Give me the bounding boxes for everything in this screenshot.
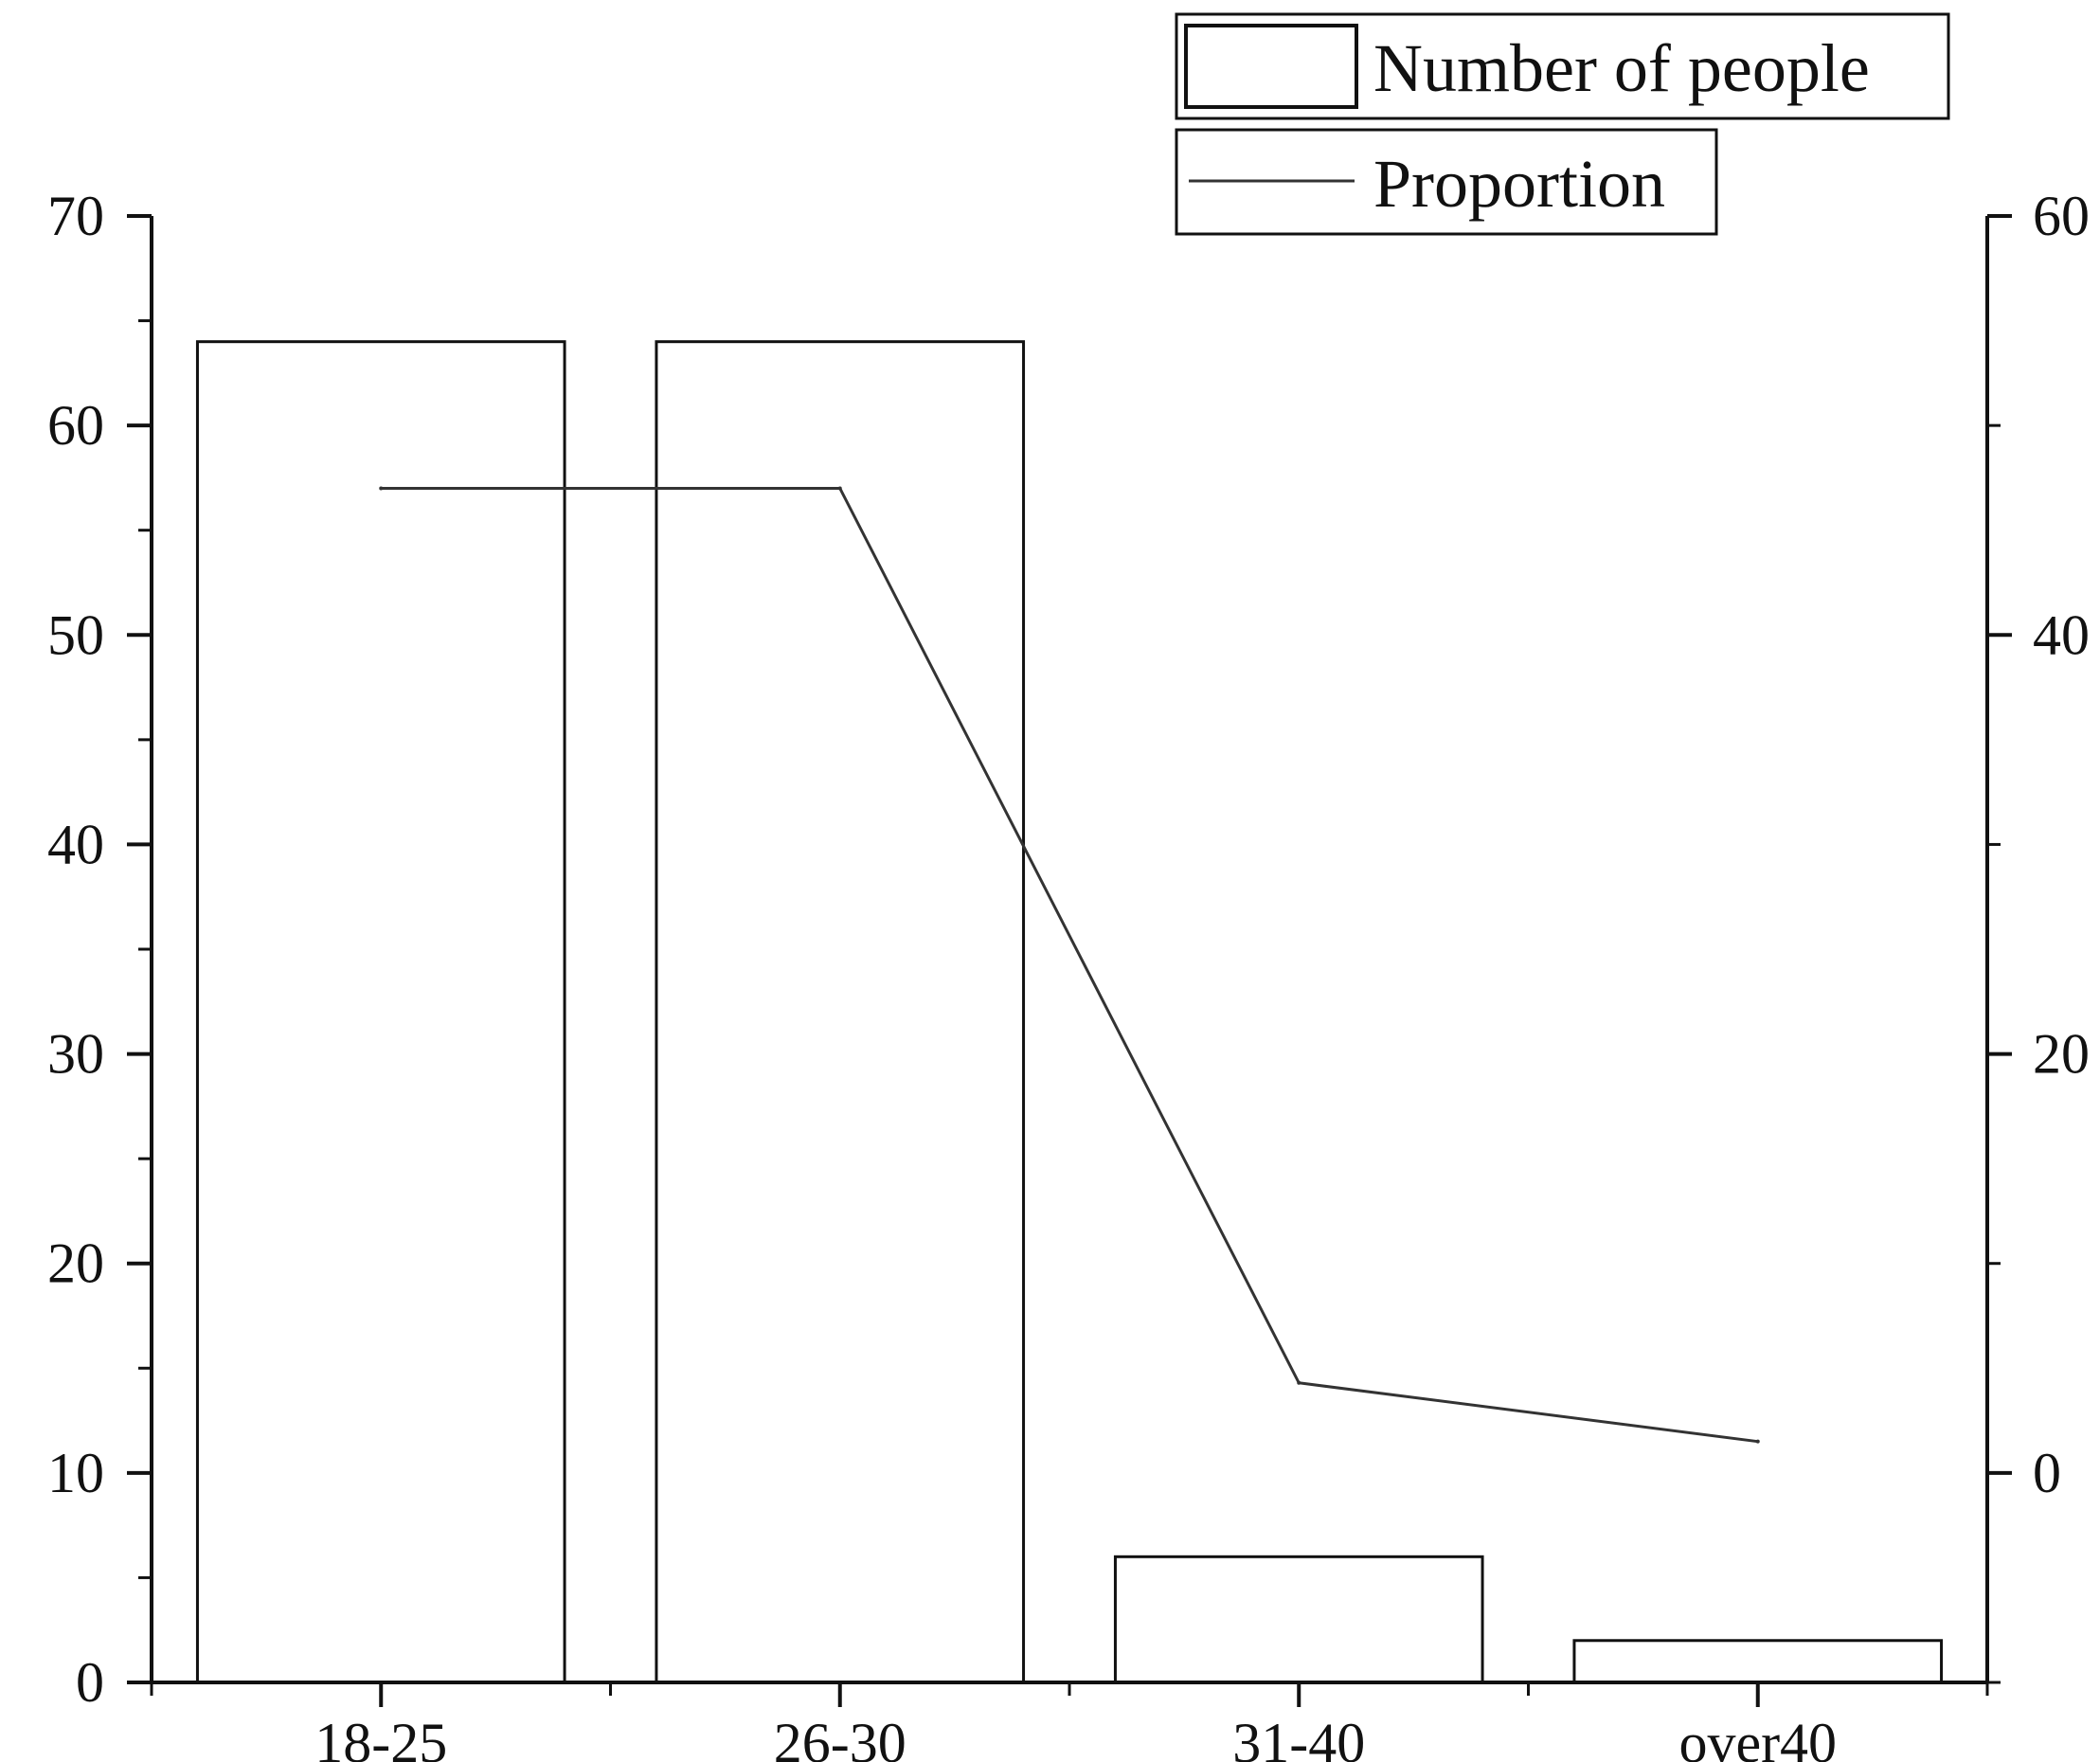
left-y-tick-label: 40 bbox=[47, 813, 104, 875]
bar-26-30 bbox=[655, 340, 1026, 1684]
legend: Number of people Proportion bbox=[1175, 12, 1950, 236]
proportion-point-31-40 bbox=[1297, 1380, 1301, 1385]
left-y-tick-label: 60 bbox=[47, 394, 104, 457]
x-tick-label: over40 bbox=[1678, 1712, 1837, 1762]
x-tick-label: 18-25 bbox=[314, 1712, 447, 1762]
bar-18-25 bbox=[195, 340, 566, 1684]
bar-over40 bbox=[1572, 1639, 1944, 1684]
left-y-tick-label: 50 bbox=[47, 603, 104, 666]
proportion-line-group bbox=[379, 486, 1760, 1444]
legend-swatch-number-of-people bbox=[1184, 24, 1358, 109]
proportion-point-26-30 bbox=[837, 486, 842, 491]
right-y-tick-label: 60 bbox=[2033, 185, 2090, 247]
proportion-point-18-25 bbox=[379, 486, 384, 491]
left-y-tick-label: 30 bbox=[47, 1023, 104, 1086]
proportion-line bbox=[381, 486, 1758, 1444]
legend-box-number-of-people bbox=[1175, 12, 1950, 120]
bars-group bbox=[195, 340, 1944, 1684]
proportion-point-over40 bbox=[1755, 1439, 1760, 1444]
left-y-tick-label: 70 bbox=[47, 185, 104, 247]
left-y-tick-label: 0 bbox=[76, 1651, 104, 1714]
right-y-tick-label: 0 bbox=[2033, 1442, 2061, 1504]
legend-label-number-of-people: Number of people bbox=[1373, 30, 1870, 106]
x-tick-label: 31-40 bbox=[1232, 1712, 1365, 1762]
left-y-tick-label: 20 bbox=[47, 1232, 104, 1295]
axes-group: 0 10 20 30 40 50 60 70 0 20 40 60 18-25 26-30 31-40 ove… bbox=[47, 185, 2090, 1762]
x-tick-label: 26-30 bbox=[774, 1712, 906, 1762]
bar-31-40 bbox=[1113, 1555, 1484, 1684]
right-y-tick-label: 20 bbox=[2033, 1023, 2090, 1086]
legend-box-proportion bbox=[1175, 128, 1718, 236]
legend-label-proportion: Proportion bbox=[1373, 146, 1665, 222]
left-y-tick-label: 10 bbox=[47, 1442, 104, 1504]
right-y-tick-label: 40 bbox=[2033, 603, 2090, 666]
